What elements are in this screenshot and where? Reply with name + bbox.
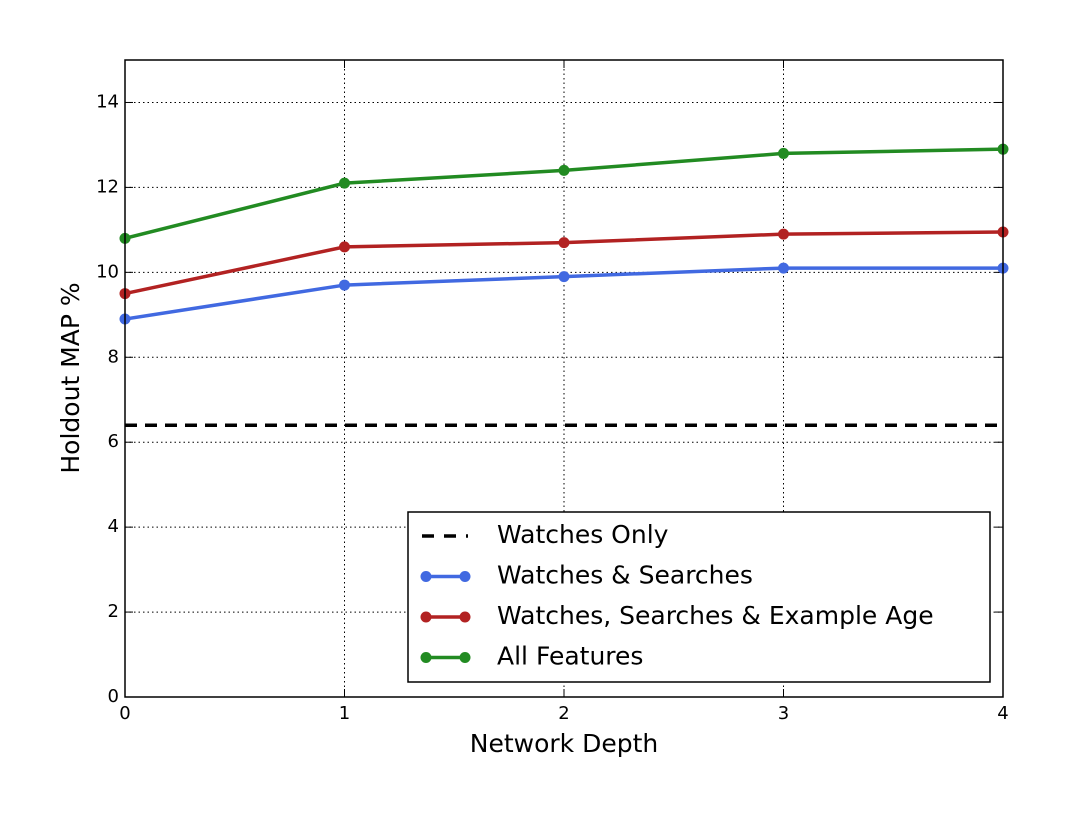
plot-frame (124, 59, 1004, 698)
y-tick-label: 12 (96, 176, 119, 197)
y-tick-label: 6 (108, 431, 119, 452)
y-axis-label: Holdout MAP % (56, 282, 85, 473)
data-point (778, 262, 789, 274)
y-tick-label: 4 (108, 516, 119, 537)
x-axis-label: Network Depth (470, 729, 658, 758)
legend-box (407, 511, 991, 683)
legend-marker (459, 652, 471, 663)
x-tick-label: 2 (558, 703, 569, 724)
legend: Watches Only Watches & Searches Watches, S… (407, 511, 991, 683)
legend-label: Watches, Searches & Example Age (497, 601, 934, 630)
legend-marker (459, 571, 471, 582)
data-point (778, 147, 789, 159)
y-tick-label: 0 (108, 686, 119, 707)
x-tick-label: 4 (997, 703, 1008, 724)
data-point (558, 271, 570, 283)
legend-marker (420, 611, 432, 623)
legend-marker (420, 652, 432, 663)
x-tick-label: 3 (778, 703, 789, 724)
data-point (339, 279, 350, 291)
legend-label: Watches Only (497, 520, 669, 549)
data-point (778, 228, 789, 240)
legend-marker (459, 611, 471, 623)
y-tick-label: 2 (108, 601, 119, 622)
data-point (339, 177, 350, 189)
x-tick-label: 1 (339, 703, 350, 724)
legend-marker (420, 571, 432, 582)
legend-label: Watches & Searches (497, 561, 753, 590)
y-tick-label: 14 (96, 91, 119, 112)
legend-label: All Features (497, 642, 643, 671)
x-tick-label: 0 (119, 703, 130, 724)
data-point (558, 164, 570, 176)
data-point (339, 241, 350, 253)
y-tick-label: 10 (96, 261, 119, 282)
data-point (558, 237, 570, 249)
y-tick-label: 8 (108, 346, 119, 367)
